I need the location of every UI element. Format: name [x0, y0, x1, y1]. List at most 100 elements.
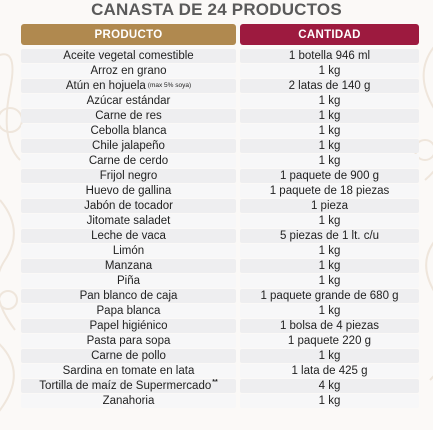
quantity-cell: 1 paquete grande de 680 g	[240, 289, 419, 303]
quantity-cell: 4 kg	[240, 379, 419, 393]
table-row: Piña 1 kg	[21, 274, 419, 289]
product-name-cell: Chile jalapeño	[21, 139, 236, 153]
table-row: Frijol negro 1 paquete de 900 g	[21, 169, 419, 184]
table-row: Tortilla de maíz de Supermercado ** 4 kg	[21, 379, 419, 394]
quantity-cell: 1 kg	[240, 94, 419, 108]
table-row: Pasta para sopa 1 paquete 220 g	[21, 334, 419, 349]
product-name: Carne de pollo	[91, 350, 166, 362]
table-row: Zanahoria 1 kg	[21, 394, 419, 409]
product-name-cell: Carne de pollo	[21, 349, 236, 363]
cantidad-column-header: CANTIDAD	[240, 24, 419, 45]
product-name-cell: Tortilla de maíz de Supermercado **	[21, 379, 236, 393]
table-row: Chile jalapeño 1 kg	[21, 139, 419, 154]
table-row: Sardina en tomate en lata 1 lata de 425 g	[21, 364, 419, 379]
quantity-cell: 1 botella 946 ml	[240, 49, 419, 63]
quantity-cell: 1 bolsa de 4 piezas	[240, 319, 419, 333]
product-name-cell: Sardina en tomate en lata	[21, 364, 236, 378]
page-title: CANASTA DE 24 PRODUCTOS	[91, 0, 342, 19]
quantity-cell: 1 pieza	[240, 199, 419, 213]
product-table: Aceite vegetal comestible 1 botella 946 m…	[21, 49, 419, 409]
product-name-cell: Leche de vaca	[21, 229, 236, 243]
product-name: Carne de cerdo	[88, 155, 169, 167]
table-row: Leche de vaca 5 piezas de 1 lt. c/u	[21, 229, 419, 244]
table-row: Jitomate saladet 1 kg	[21, 214, 419, 229]
table-row: Atún en hojuela (max 5% soya) 2 latas de 1…	[21, 79, 419, 94]
quantity-cell: 1 kg	[240, 124, 419, 138]
product-name: Piña	[116, 275, 141, 287]
product-name-cell: Atún en hojuela (max 5% soya)	[21, 79, 236, 93]
table-row: Carne de cerdo 1 kg	[21, 154, 419, 169]
producto-column-header: PRODUCTO	[21, 24, 236, 45]
product-name: Carne de res	[95, 110, 162, 122]
product-name: Papel higiénico	[89, 320, 168, 332]
product-name: Jabón de tocador	[84, 200, 173, 212]
quantity-cell: 1 lata de 425 g	[240, 364, 419, 378]
quantity-cell: 1 kg	[240, 244, 419, 258]
product-name: Pan blanco de caja	[79, 290, 178, 302]
product-name: Manzana	[104, 260, 153, 272]
quantity-cell: 1 paquete 220 g	[240, 334, 419, 348]
product-name: Azúcar estándar	[86, 95, 171, 107]
table-row: Jabón de tocador 1 pieza	[21, 199, 419, 214]
table-row: Papel higiénico 1 bolsa de 4 piezas	[21, 319, 419, 334]
product-name: Papa blanca	[96, 305, 161, 317]
product-name-cell: Huevo de gallina	[21, 184, 236, 198]
product-name: Limón	[112, 245, 145, 257]
product-name-cell: Azúcar estándar	[21, 94, 236, 108]
quantity-cell: 1 paquete de 18 piezas	[240, 184, 419, 198]
table-row: Pan blanco de caja 1 paquete grande de 68…	[21, 289, 419, 304]
product-name-cell: Piña	[21, 274, 236, 288]
product-name: Chile jalapeño	[92, 140, 165, 152]
product-name-cell: Arroz en grano	[21, 64, 236, 78]
product-name-cell: Jitomate saladet	[21, 214, 236, 228]
table-row: Limón 1 kg	[21, 244, 419, 259]
quantity-cell: 1 kg	[240, 139, 419, 153]
product-name-cell: Manzana	[21, 259, 236, 273]
product-name: Pasta para sopa	[86, 335, 171, 347]
table-row: Papa blanca 1 kg	[21, 304, 419, 319]
product-name-cell: Aceite vegetal comestible	[21, 49, 236, 63]
product-note: **	[212, 379, 218, 386]
product-name: Leche de vaca	[91, 230, 166, 242]
table-row: Arroz en grano 1 kg	[21, 64, 419, 79]
product-name-cell: Papel higiénico	[21, 319, 236, 333]
quantity-cell: 1 kg	[240, 304, 419, 318]
product-name: Zanahoria	[102, 395, 155, 407]
product-name: Huevo de gallina	[85, 185, 172, 197]
table-row: Manzana 1 kg	[21, 259, 419, 274]
quantity-cell: 5 piezas de 1 lt. c/u	[240, 229, 419, 243]
product-name: Sardina en tomate en lata	[62, 365, 195, 377]
product-note: (max 5% soya)	[147, 82, 192, 89]
quantity-cell: 1 kg	[240, 274, 419, 288]
table-row: Azúcar estándar 1 kg	[21, 94, 419, 109]
product-name-cell: Pan blanco de caja	[21, 289, 236, 303]
product-name-cell: Carne de cerdo	[21, 154, 236, 168]
table-row: Cebolla blanca 1 kg	[21, 124, 419, 139]
quantity-cell: 1 kg	[240, 214, 419, 228]
quantity-cell: 1 kg	[240, 259, 419, 273]
quantity-cell: 1 kg	[240, 109, 419, 123]
quantity-cell: 1 kg	[240, 64, 419, 78]
product-name-cell: Carne de res	[21, 109, 236, 123]
product-name-cell: Papa blanca	[21, 304, 236, 318]
product-name-cell: Frijol negro	[21, 169, 236, 183]
product-name: Tortilla de maíz de Supermercado	[39, 380, 212, 392]
quantity-cell: 1 paquete de 900 g	[240, 169, 419, 183]
quantity-cell: 2 latas de 140 g	[240, 79, 419, 93]
product-name: Arroz en grano	[90, 65, 167, 77]
product-name-cell: Pasta para sopa	[21, 334, 236, 348]
product-name: Jitomate saladet	[86, 215, 171, 227]
product-name-cell: Zanahoria	[21, 394, 236, 408]
quantity-cell: 1 kg	[240, 349, 419, 363]
product-name: Frijol negro	[99, 170, 158, 182]
product-name-cell: Limón	[21, 244, 236, 258]
quantity-cell: 1 kg	[240, 394, 419, 408]
table-row: Huevo de gallina 1 paquete de 18 piezas	[21, 184, 419, 199]
table-row: Aceite vegetal comestible 1 botella 946 m…	[21, 49, 419, 64]
table-row: Carne de res 1 kg	[21, 109, 419, 124]
product-name: Aceite vegetal comestible	[63, 50, 194, 62]
product-name-cell: Jabón de tocador	[21, 199, 236, 213]
product-name: Cebolla blanca	[90, 125, 167, 137]
quantity-cell: 1 kg	[240, 154, 419, 168]
product-name-cell: Cebolla blanca	[21, 124, 236, 138]
